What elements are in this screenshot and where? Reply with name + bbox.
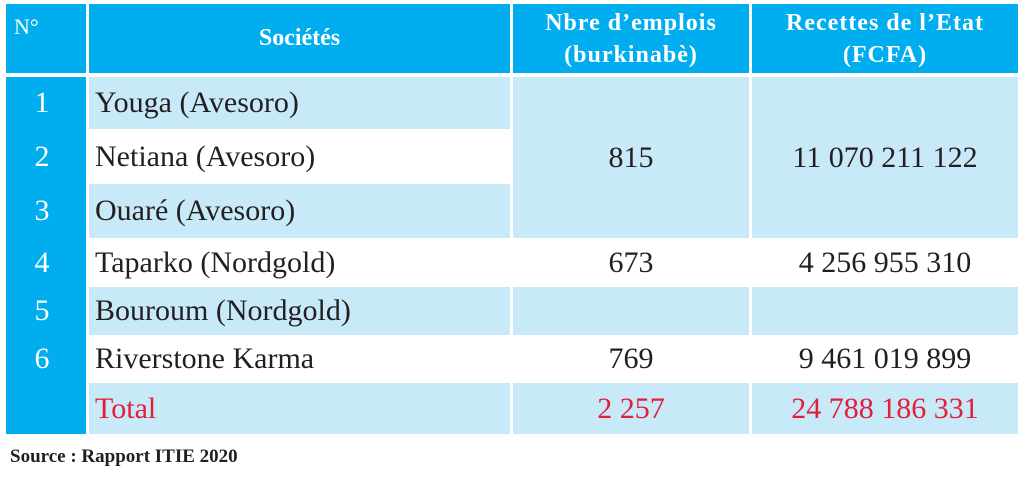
header-jobs-line1: Nbre d’emplois: [545, 9, 717, 36]
revenue-bouroum-empty: [752, 287, 1018, 335]
header-company: Sociétés: [89, 4, 513, 77]
row-number: 6: [6, 335, 89, 383]
source-note: Source : Rapport ITIE 2020: [10, 446, 238, 467]
row-number: 1: [6, 77, 89, 129]
company-name: Youga (Avesoro): [89, 77, 513, 129]
revenue-taparko: 4 256 955 310: [752, 238, 1018, 287]
row-number: 4: [6, 238, 89, 287]
header-jobs-line2: (burkinabè): [564, 41, 698, 68]
header-revenue-line1: Recettes de l’Etat: [786, 9, 984, 36]
jobs-bouroum-empty: [513, 287, 752, 335]
revenue-riverstone: 9 461 019 899: [752, 335, 1018, 383]
total-revenue: 24 788 186 331: [752, 383, 1018, 434]
row-number: 3: [6, 184, 89, 238]
row-number: 5: [6, 287, 89, 335]
company-name: Netiana (Avesoro): [89, 129, 513, 184]
total-number-cell: [6, 383, 89, 434]
header-number: N°: [6, 4, 89, 77]
total-label: Total: [89, 383, 513, 434]
jobs-taparko: 673: [513, 238, 752, 287]
header-revenue: Recettes de l’Etat (FCFA): [752, 4, 1018, 77]
header-jobs: Nbre d’emplois (burkinabè): [513, 4, 752, 77]
mining-companies-table: N° Sociétés Nbre d’emplois (burkinabè) R…: [6, 4, 1018, 434]
company-name: Riverstone Karma: [89, 335, 513, 383]
jobs-riverstone: 769: [513, 335, 752, 383]
row-number: 2: [6, 129, 89, 184]
company-name: Ouaré (Avesoro): [89, 184, 513, 238]
header-revenue-line2: (FCFA): [842, 41, 928, 68]
revenue-avesoro: 11 070 211 122: [752, 77, 1018, 238]
jobs-avesoro: 815: [513, 77, 752, 238]
company-name: Taparko (Nordgold): [89, 238, 513, 287]
total-jobs: 2 257: [513, 383, 752, 434]
company-name: Bouroum (Nordgold): [89, 287, 513, 335]
